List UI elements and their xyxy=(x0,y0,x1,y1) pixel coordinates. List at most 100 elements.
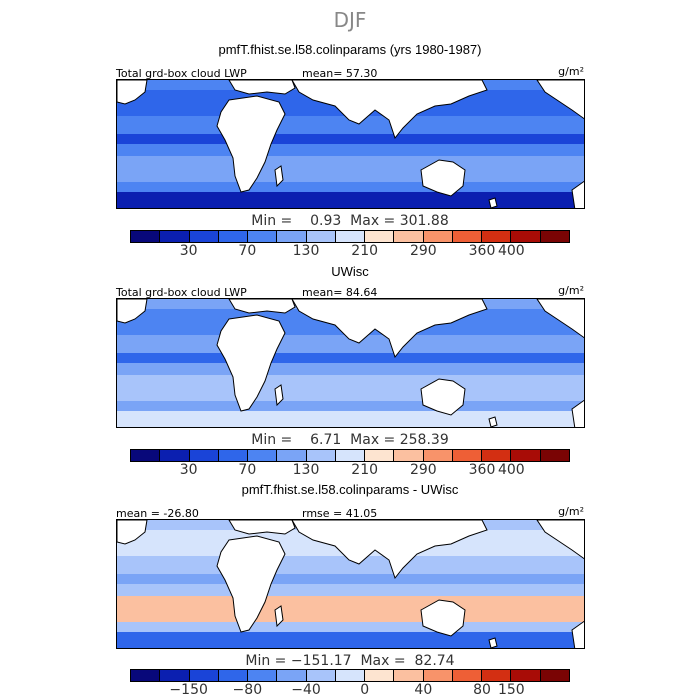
ocean-band xyxy=(117,156,584,182)
land-mass xyxy=(420,159,466,197)
panel-2-colorbar-ticks: 30 70 130 210 290 360 400 xyxy=(130,462,570,480)
colorbar-tick-label: 290 xyxy=(409,462,437,478)
colorbar-tick-label: 40 xyxy=(414,682,433,698)
colorbar-tick-label: 130 xyxy=(292,462,320,478)
colorbar-swatch xyxy=(335,670,366,681)
colorbar-swatch xyxy=(189,231,219,242)
land-mass xyxy=(117,299,148,324)
land-mass xyxy=(117,80,148,105)
ocean-band xyxy=(117,596,584,622)
land-mass xyxy=(216,535,286,633)
panel-2-mean: mean= 84.64 xyxy=(302,286,378,299)
colorbar-swatch xyxy=(277,450,307,461)
colorbar-swatch xyxy=(277,670,307,681)
panel-3-units: g/m² xyxy=(558,505,584,518)
panel-1-map xyxy=(116,79,585,209)
panel-2-min-max: Min = 6.71 Max = 258.39 xyxy=(251,432,449,448)
colorbar-swatch xyxy=(394,670,424,681)
colorbar-tick-label: 150 xyxy=(497,682,525,698)
land-mass xyxy=(117,520,148,545)
panel-3-min-max: Min = −151.17 Max = 82.74 xyxy=(245,653,455,669)
colorbar-swatch xyxy=(335,450,366,461)
colorbar-swatch xyxy=(482,231,512,242)
colorbar-tick-label: −40 xyxy=(291,682,321,698)
colorbar-tick-label: 0 xyxy=(360,682,370,698)
colorbar-swatch xyxy=(511,231,541,242)
land-mass xyxy=(420,378,466,416)
colorbar-swatch xyxy=(365,670,395,681)
panel-1-colorbar-ticks: 30 70 130 210 290 360 400 xyxy=(130,243,570,261)
colorbar-swatch xyxy=(248,670,278,681)
colorbar-swatch xyxy=(540,231,569,242)
panel-1-colorbar xyxy=(130,230,570,243)
colorbar-swatch xyxy=(306,231,336,242)
land-mass xyxy=(571,620,584,648)
land-mass xyxy=(216,95,286,193)
panel-1-units: g/m² xyxy=(558,65,584,78)
land-mass xyxy=(291,520,488,580)
ocean-band xyxy=(117,192,584,208)
colorbar-tick-label: 30 xyxy=(179,243,198,259)
colorbar-swatch xyxy=(131,450,161,461)
colorbar-tick-label: 210 xyxy=(351,243,379,259)
panel-1-mean: mean= 57.30 xyxy=(302,67,378,80)
colorbar-swatch xyxy=(423,231,453,242)
panel-2-units: g/m² xyxy=(558,284,584,297)
panel-3-rmse: rmse = 41.05 xyxy=(302,507,378,520)
colorbar-swatch xyxy=(160,231,190,242)
colorbar-swatch xyxy=(452,670,483,681)
itcz-band xyxy=(117,574,584,584)
colorbar-tick-label: 400 xyxy=(497,462,525,478)
ocean-band xyxy=(117,411,584,427)
land-mass xyxy=(536,520,584,560)
colorbar-tick-label: 290 xyxy=(409,243,437,259)
colorbar-swatch xyxy=(218,450,249,461)
colorbar-swatch xyxy=(277,231,307,242)
colorbar-swatch xyxy=(452,450,483,461)
ocean-band xyxy=(117,632,584,648)
panel-3-map xyxy=(116,519,585,649)
colorbar-tick-label: 30 xyxy=(179,462,198,478)
colorbar-swatch xyxy=(365,450,395,461)
land-mass xyxy=(274,165,284,188)
colorbar-swatch xyxy=(248,231,278,242)
land-mass xyxy=(536,299,584,339)
colorbar-tick-label: −80 xyxy=(232,682,263,698)
colorbar-swatch xyxy=(452,231,483,242)
colorbar-swatch xyxy=(306,670,336,681)
land-mass xyxy=(488,416,498,427)
colorbar-swatch xyxy=(218,231,249,242)
itcz-band xyxy=(117,353,584,363)
colorbar-swatch xyxy=(131,231,161,242)
colorbar-swatch xyxy=(540,450,569,461)
colorbar-swatch xyxy=(423,450,453,461)
colorbar-tick-label: 360 xyxy=(468,462,496,478)
land-mass xyxy=(488,197,498,208)
colorbar-tick-label: 360 xyxy=(468,243,496,259)
colorbar-swatch xyxy=(394,450,424,461)
panel-3-mean: mean = -26.80 xyxy=(116,507,199,520)
colorbar-swatch xyxy=(482,670,512,681)
colorbar-swatch xyxy=(365,231,395,242)
colorbar-tick-label: 70 xyxy=(238,243,257,259)
colorbar-tick-label: 130 xyxy=(292,243,320,259)
panel-3-colorbar xyxy=(130,669,570,682)
colorbar-swatch xyxy=(335,231,366,242)
panel-2-variable-label: Total grd-box cloud LWP xyxy=(116,286,247,299)
ocean-band xyxy=(117,375,584,401)
panel-1-title: pmfT.fhist.se.l58.colinparams (yrs 1980-… xyxy=(218,42,482,57)
panel-2-colorbar xyxy=(130,449,570,462)
land-mass xyxy=(488,637,498,648)
panel-3-title: pmfT.fhist.se.l58.colinparams - UWisc xyxy=(241,482,459,497)
colorbar-tick-label: 70 xyxy=(238,462,257,478)
land-mass xyxy=(291,80,488,140)
colorbar-swatch xyxy=(306,450,336,461)
colorbar-swatch xyxy=(511,670,541,681)
colorbar-swatch xyxy=(248,450,278,461)
colorbar-swatch xyxy=(131,670,161,681)
colorbar-swatch xyxy=(160,670,190,681)
colorbar-swatch xyxy=(511,450,541,461)
panel-3-colorbar-ticks: −150 −80 −40 0 40 80 150 xyxy=(130,682,570,700)
land-mass xyxy=(536,80,584,120)
land-mass xyxy=(571,399,584,427)
